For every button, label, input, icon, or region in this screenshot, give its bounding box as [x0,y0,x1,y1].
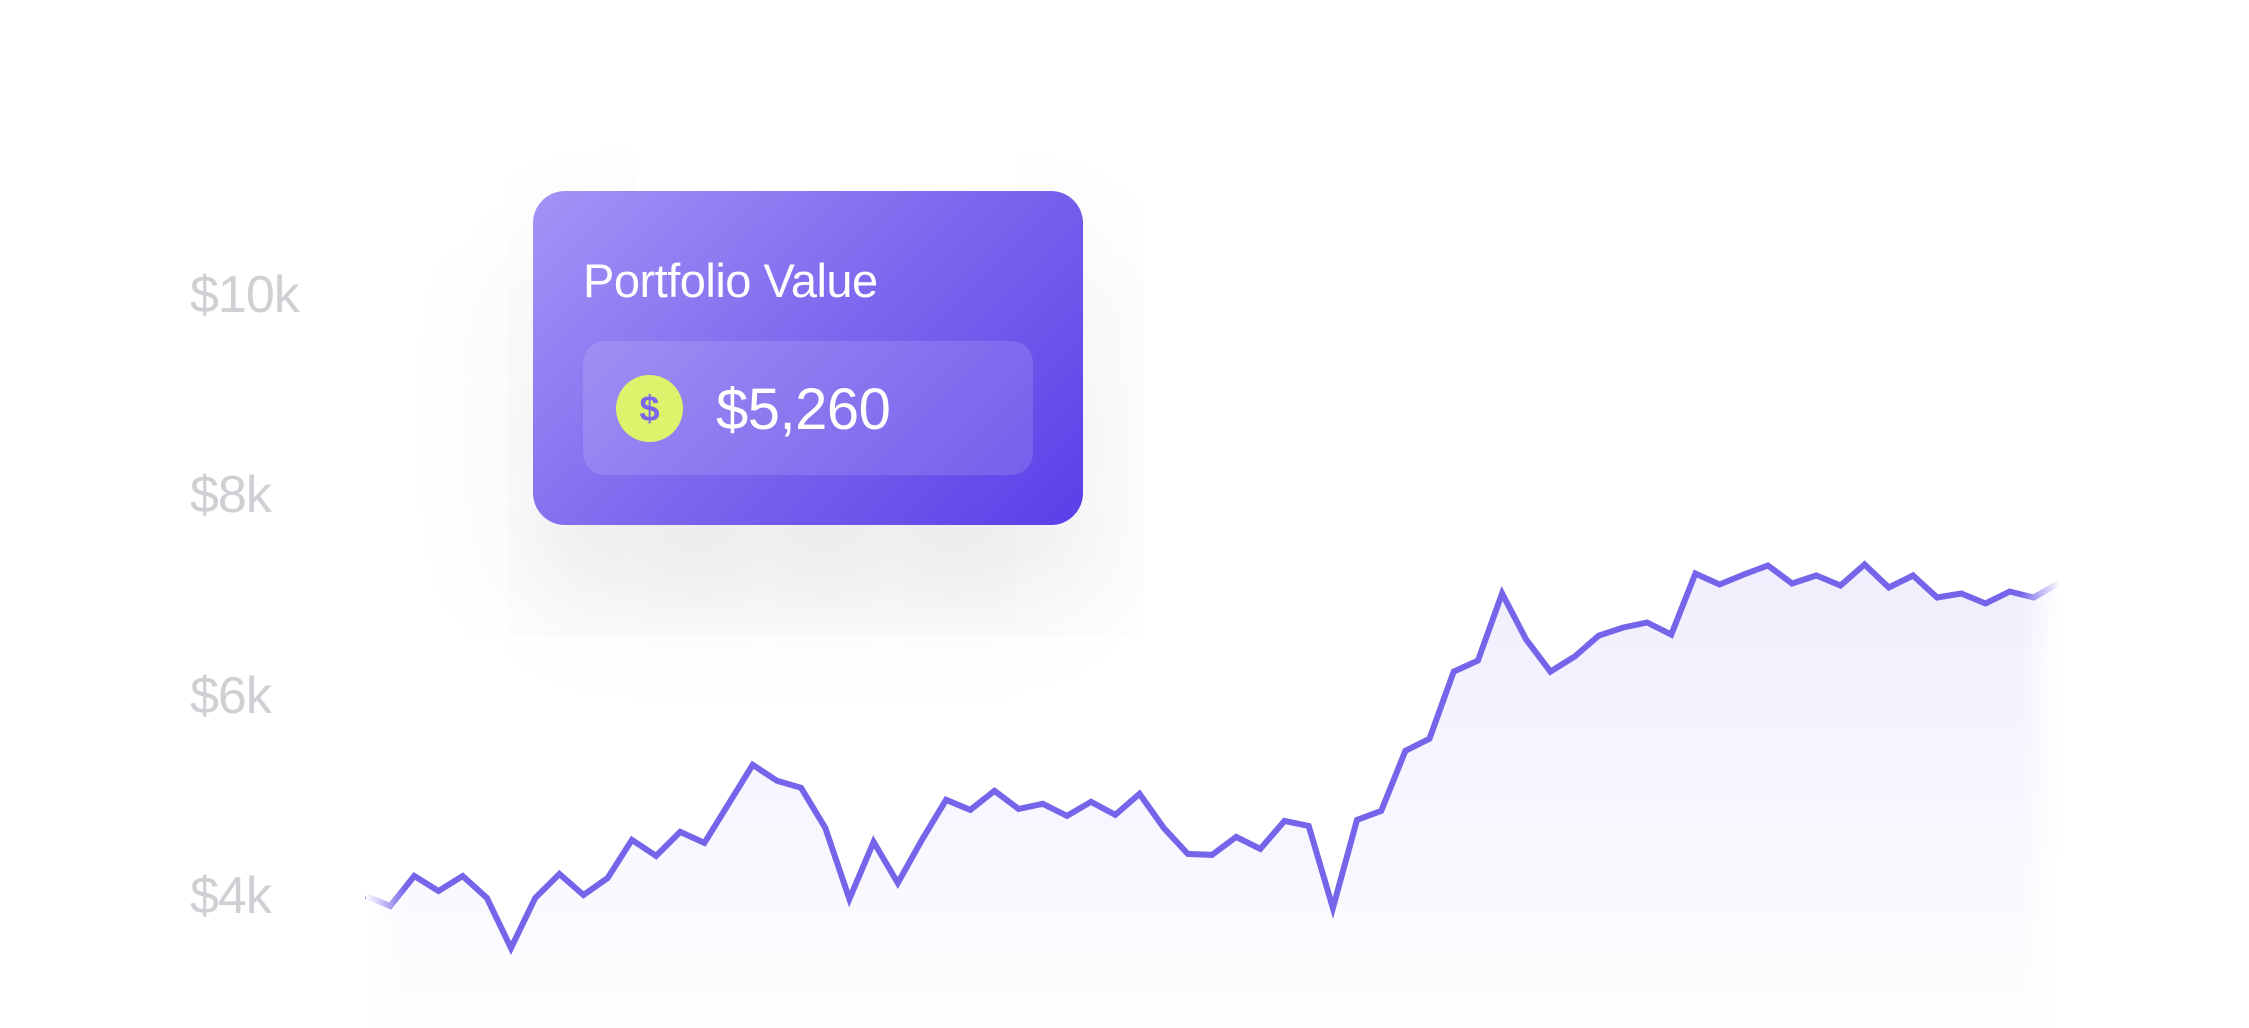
y-tick-label: $6k [190,666,272,725]
left-fade [366,480,406,1028]
card-title: Portfolio Value [583,254,878,307]
portfolio-value-card: Portfolio Value $ $5,260 [533,191,1083,525]
y-tick-label: $8k [190,466,272,525]
value-box: $ $5,260 [583,341,1033,475]
right-fade [2020,480,2060,1028]
series-area-fill [366,564,2058,1028]
dollar-coin-icon: $ [616,375,683,442]
y-tick-label: $10k [190,266,300,324]
y-tick-label: $4k [190,867,272,925]
portfolio-value: $5,260 [716,377,891,442]
